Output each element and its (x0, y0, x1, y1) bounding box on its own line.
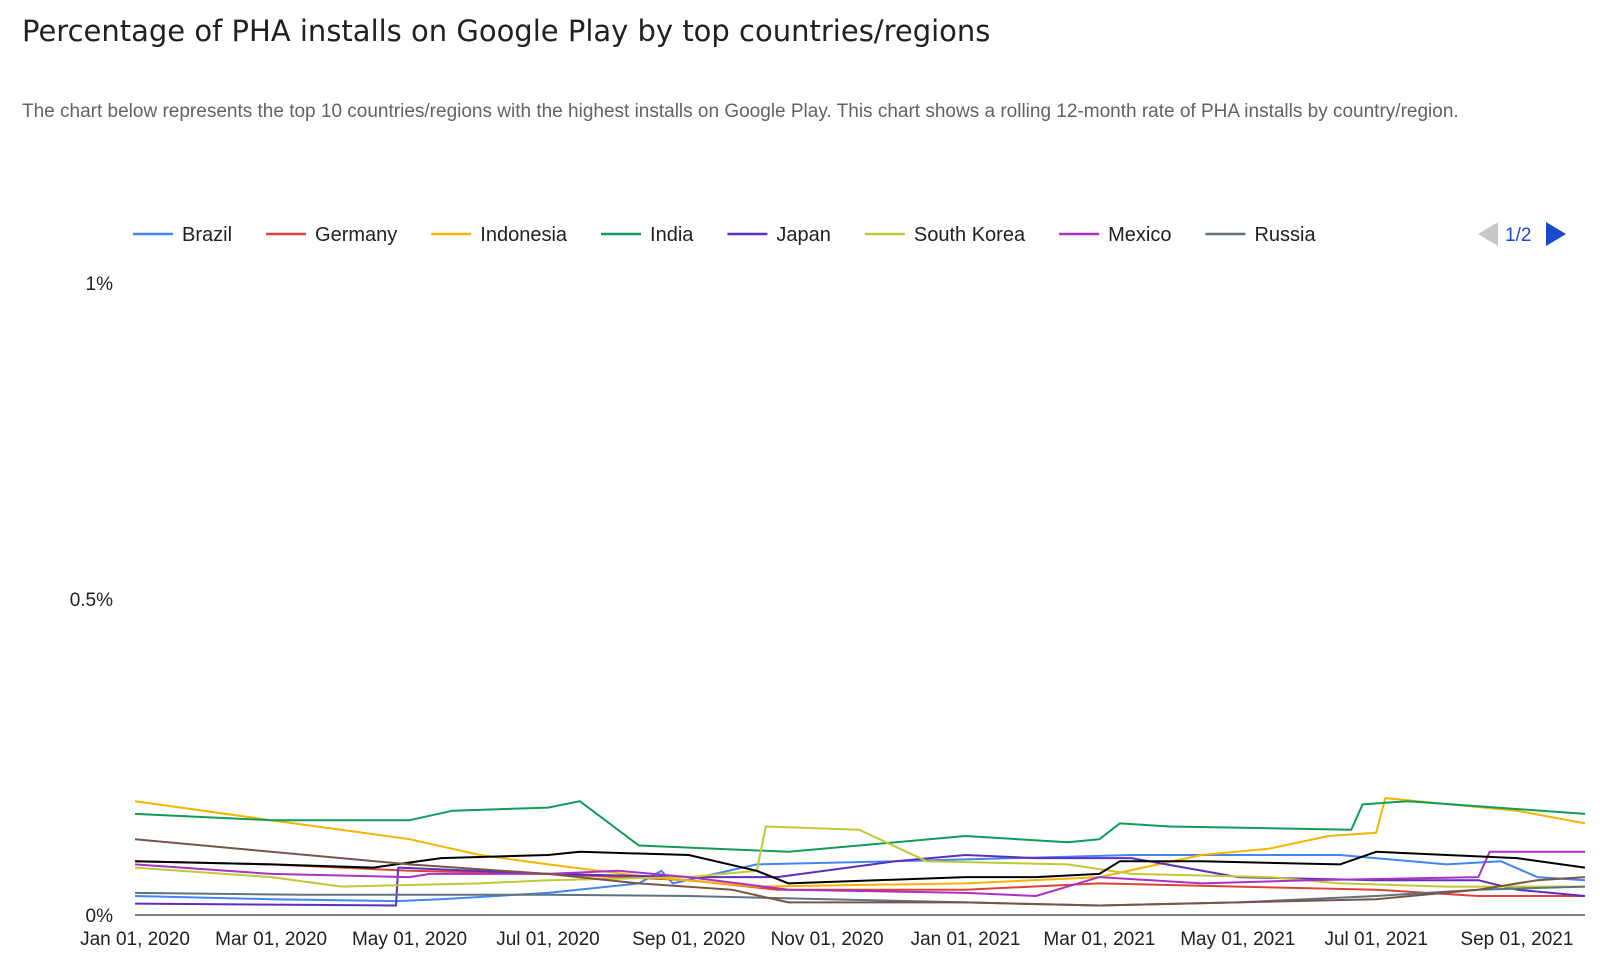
x-tick-label: May 01, 2021 (1180, 929, 1295, 950)
legend-label: Indonesia (480, 224, 568, 246)
x-tick-label: Jul 01, 2020 (496, 929, 600, 950)
x-tick-label: Jan 01, 2021 (911, 929, 1021, 950)
series-line[interactable] (134, 797, 1586, 888)
pager-prev-icon[interactable] (1478, 222, 1498, 246)
legend-label: South Korea (914, 224, 1026, 246)
plot-area (134, 797, 1586, 907)
legend-label: Russia (1254, 224, 1316, 246)
x-tick-label: Jul 01, 2021 (1324, 929, 1428, 950)
series-line[interactable] (134, 860, 1585, 897)
chart-description: The chart below represents the top 10 co… (22, 101, 1459, 122)
legend-pager: 1/2 (1478, 222, 1566, 246)
y-tick-label: 1% (86, 274, 114, 295)
y-axis: 0% 0.5% 1% (70, 274, 1585, 927)
legend: Brazil Germany Indonesia India Japan South Ko… (133, 224, 1316, 246)
series-line[interactable] (134, 854, 1586, 907)
x-tick-label: Sep 01, 2021 (1460, 929, 1573, 950)
x-axis: Jan 01, 2020 Mar 01, 2020 May 01, 2020 Jul … (80, 929, 1573, 950)
legend-item[interactable]: Japan (727, 224, 831, 246)
legend-item[interactable]: South Korea (864, 224, 1026, 246)
legend-item[interactable]: Brazil (133, 224, 232, 246)
series-line[interactable] (134, 850, 1586, 885)
pager-label: 1/2 (1505, 225, 1531, 246)
legend-label: Mexico (1108, 224, 1171, 246)
legend-label: India (650, 224, 694, 246)
y-tick-label: 0% (86, 906, 114, 927)
legend-item[interactable]: Russia (1205, 224, 1316, 246)
y-tick-label: 0.5% (70, 590, 113, 611)
x-tick-label: Mar 01, 2021 (1043, 929, 1155, 950)
series-line[interactable] (134, 850, 1585, 897)
legend-label: Japan (776, 224, 831, 246)
series-line[interactable] (134, 838, 1586, 907)
legend-item[interactable]: India (601, 224, 694, 246)
chart-title: Percentage of PHA installs on Google Pla… (22, 14, 991, 48)
series-line[interactable] (134, 800, 1586, 853)
x-tick-label: May 01, 2020 (352, 929, 467, 950)
x-tick-label: Mar 01, 2020 (215, 929, 327, 950)
legend-item[interactable]: Germany (266, 224, 397, 246)
legend-label: Germany (315, 224, 397, 246)
legend-item[interactable]: Mexico (1059, 224, 1171, 246)
x-tick-label: Sep 01, 2020 (632, 929, 745, 950)
legend-item[interactable]: Indonesia (431, 224, 568, 246)
x-tick-label: Nov 01, 2020 (771, 929, 884, 950)
pager-next-icon[interactable] (1546, 222, 1566, 246)
x-tick-label: Jan 01, 2020 (80, 929, 190, 950)
legend-label: Brazil (182, 224, 232, 246)
